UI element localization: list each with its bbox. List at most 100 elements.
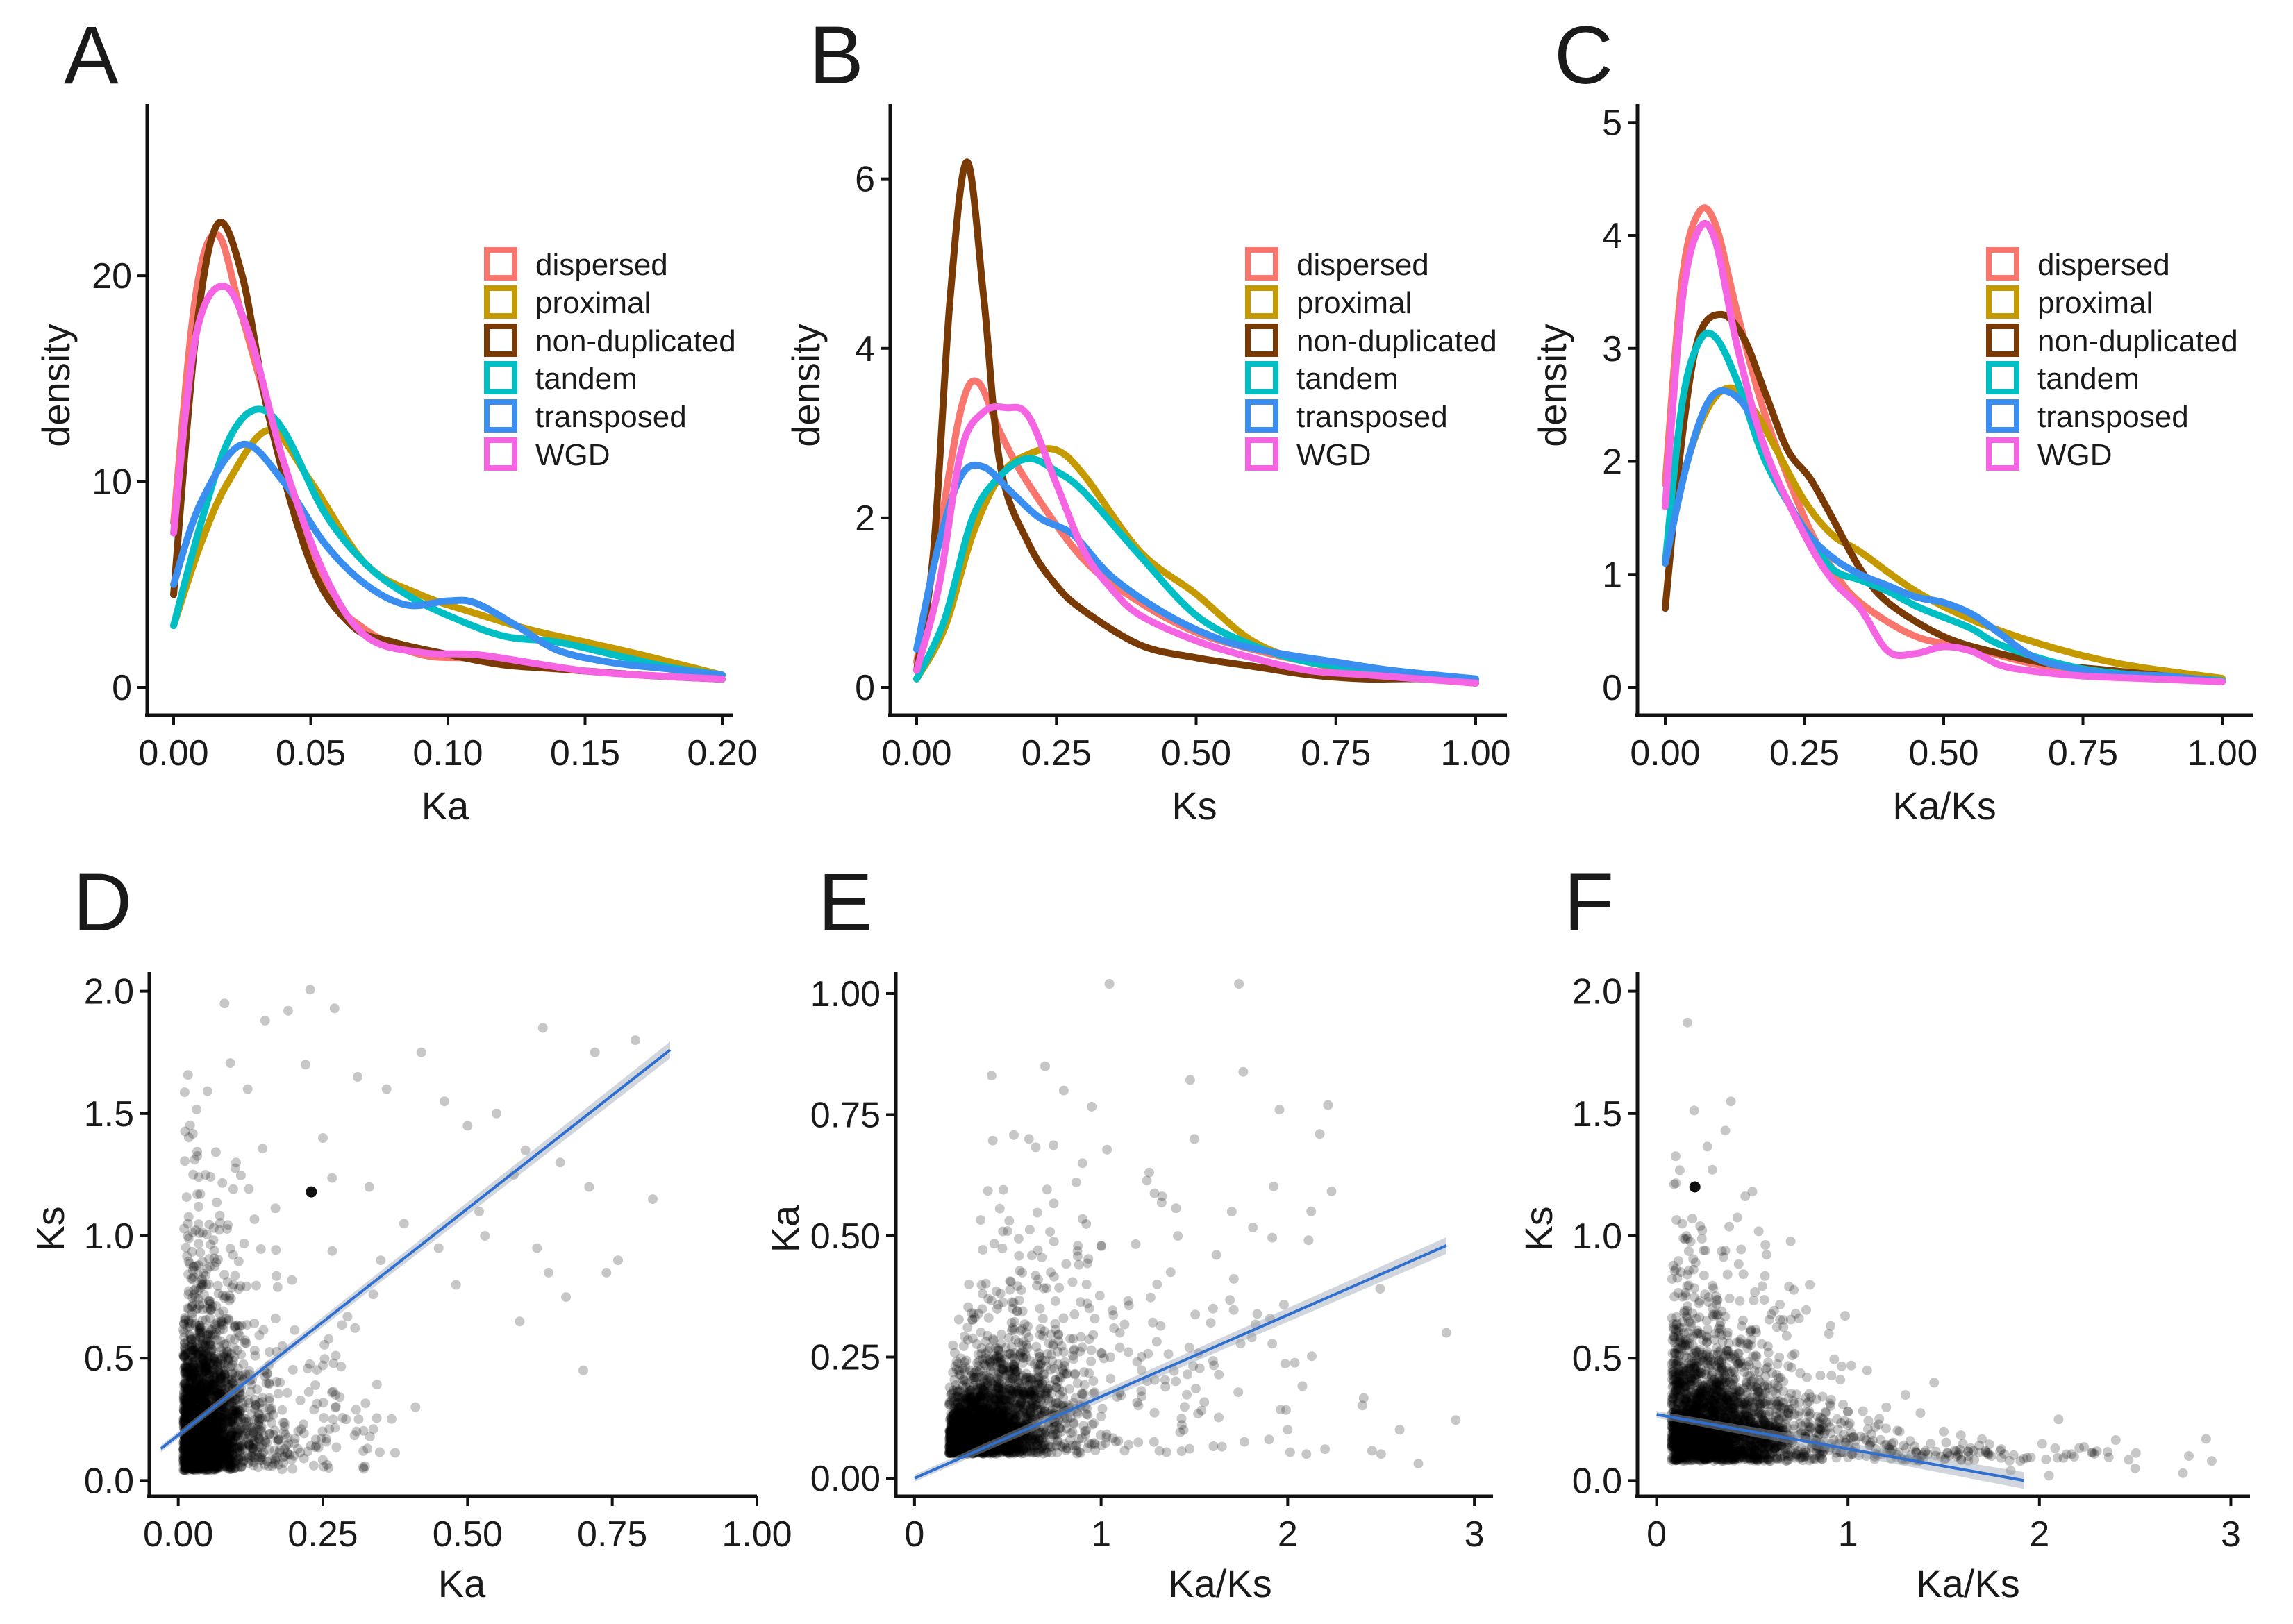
scatter-point xyxy=(179,1432,190,1442)
scatter-point xyxy=(194,1390,204,1400)
scatter-point xyxy=(199,1429,210,1439)
scatter-point xyxy=(239,1239,249,1248)
scatter-point xyxy=(1053,1330,1063,1340)
trend-line xyxy=(160,1048,672,1450)
scatter-point xyxy=(319,1413,329,1423)
scatter-point xyxy=(190,1375,201,1386)
scatter-point xyxy=(190,1346,201,1355)
scatter-point xyxy=(188,1368,199,1378)
scatter-point xyxy=(1014,1250,1024,1261)
scatter-point xyxy=(1005,1284,1015,1295)
scatter-point xyxy=(179,1328,189,1337)
scatter-point xyxy=(187,1375,198,1386)
x-tick-label: 0.00 xyxy=(138,733,208,773)
scatter-point xyxy=(219,1376,230,1387)
scatter-point xyxy=(206,1460,217,1471)
density-curve-tandem xyxy=(170,405,726,679)
scatter-point xyxy=(208,1447,219,1457)
scatter-point xyxy=(201,1441,212,1451)
scatter-point xyxy=(187,1455,197,1466)
scatter-point xyxy=(206,1172,216,1182)
scatter-point xyxy=(223,1415,233,1425)
scatter-point xyxy=(187,1413,198,1423)
scatter-point xyxy=(198,1228,208,1238)
scatter-point xyxy=(1149,1188,1160,1198)
scatter-point xyxy=(1228,1305,1239,1315)
scatter-point xyxy=(250,1395,260,1405)
scatter-point xyxy=(196,1346,206,1357)
scatter-point xyxy=(211,1460,222,1471)
scatter-point xyxy=(182,1459,192,1469)
scatter-point xyxy=(335,1392,345,1403)
scatter-point xyxy=(180,1378,190,1389)
legend-key-proximal xyxy=(484,285,517,319)
scatter-point xyxy=(190,1352,201,1362)
scatter-point xyxy=(206,1416,217,1426)
scatter-point xyxy=(197,1428,208,1438)
scatter-point xyxy=(225,1454,235,1464)
scatter-point xyxy=(183,1439,193,1449)
scatter-point xyxy=(180,1395,190,1405)
scatter-point xyxy=(185,1430,194,1440)
scatter-point xyxy=(251,1400,261,1410)
scatter-point xyxy=(178,1388,189,1398)
scatter-point xyxy=(310,1380,321,1390)
legend-label-transposed: transposed xyxy=(1296,400,1448,434)
scatter-point xyxy=(225,1244,235,1254)
scatter-point xyxy=(336,1362,347,1372)
scatter-point xyxy=(197,1396,207,1406)
scatter-point xyxy=(185,1464,196,1474)
scatter-point xyxy=(200,1384,210,1395)
scatter-point xyxy=(1056,1341,1067,1351)
scatter-point xyxy=(1234,979,1244,989)
scatter-point xyxy=(201,1280,212,1290)
scatter-point xyxy=(193,1389,203,1400)
scatter-point xyxy=(224,1383,235,1393)
scatter-point xyxy=(202,1368,212,1379)
scatter-point xyxy=(194,1325,205,1336)
scatter-point xyxy=(1045,1227,1056,1237)
scatter-point xyxy=(1102,1144,1112,1155)
scatter-point xyxy=(229,1322,240,1332)
scatter-point xyxy=(1031,1271,1041,1281)
scatter-point xyxy=(214,1417,224,1427)
scatter-point xyxy=(205,1446,215,1457)
scatter-point xyxy=(209,1447,219,1457)
scatter-point xyxy=(187,1432,198,1442)
legend-label-non-duplicated: non-duplicated xyxy=(535,324,736,358)
scatter-point xyxy=(190,1439,200,1449)
scatter-point xyxy=(360,1398,371,1409)
scatter-point xyxy=(986,1071,997,1081)
scatter-point xyxy=(203,1428,212,1439)
y-axis-title-d: Ks xyxy=(28,1206,72,1251)
scatter-point xyxy=(206,1458,215,1468)
scatter-point xyxy=(182,1323,192,1333)
scatter-point xyxy=(197,1447,208,1457)
scatter-point xyxy=(186,1273,197,1284)
scatter-point xyxy=(189,1407,199,1418)
scatter-point xyxy=(194,1439,205,1449)
scatter-point xyxy=(181,1464,192,1475)
scatter-point xyxy=(248,1457,258,1468)
scatter-point xyxy=(215,1377,226,1387)
scatter-point xyxy=(181,1362,191,1372)
scatter-point xyxy=(1054,1282,1065,1293)
scatter-point xyxy=(1031,1142,1041,1153)
scatter-point xyxy=(193,1457,203,1468)
scatter-point xyxy=(181,1432,191,1442)
scatter-point xyxy=(207,1441,217,1451)
legend-key-transposed xyxy=(484,399,517,433)
scatter-point xyxy=(183,1443,193,1453)
scatter-point xyxy=(240,1403,250,1413)
scatter-point xyxy=(200,1459,210,1470)
scatter-point xyxy=(224,1291,235,1301)
scatter-point xyxy=(1069,1354,1078,1364)
scatter-point xyxy=(270,1203,281,1214)
scatter-point xyxy=(226,1460,236,1471)
scatter-point xyxy=(206,1296,216,1307)
scatter-point xyxy=(207,1455,217,1466)
scatter-point xyxy=(281,1440,292,1450)
scatter-point xyxy=(290,1434,300,1444)
scatter-point xyxy=(194,1260,204,1271)
scatter-point xyxy=(309,1405,319,1415)
